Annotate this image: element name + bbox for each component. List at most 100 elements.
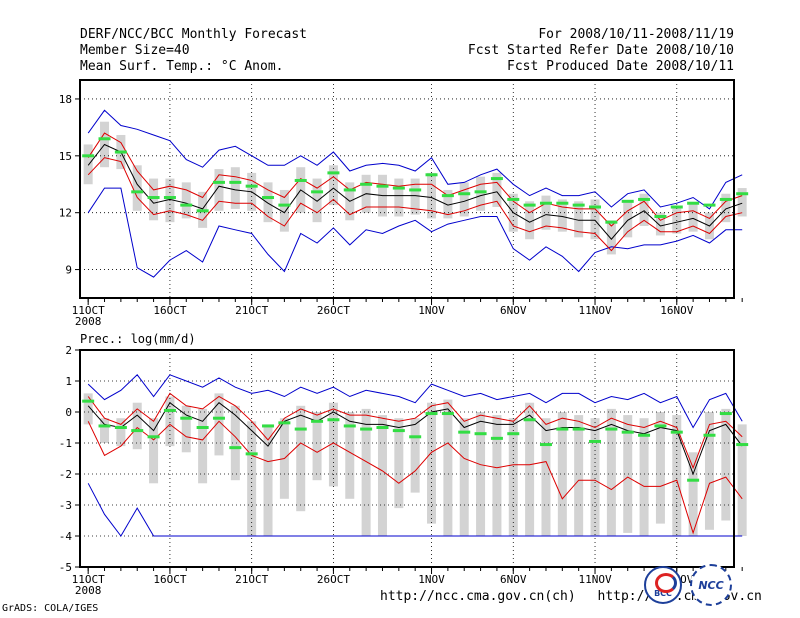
control-marker bbox=[114, 150, 127, 154]
ensemble-box bbox=[443, 399, 453, 536]
control-marker bbox=[311, 190, 324, 194]
control-marker bbox=[654, 214, 667, 218]
control-marker bbox=[719, 197, 732, 201]
ensemble-box bbox=[590, 199, 600, 240]
series-line-max bbox=[87, 109, 743, 210]
ensemble-box bbox=[557, 412, 567, 536]
ensemble-box bbox=[476, 176, 486, 211]
control-marker bbox=[409, 188, 422, 192]
control-marker bbox=[687, 201, 700, 205]
y-tick-label: -5 bbox=[59, 561, 72, 574]
x-tick-label: 26OCT bbox=[317, 304, 350, 317]
ensemble-box bbox=[165, 396, 175, 447]
ensemble-box bbox=[263, 424, 273, 536]
y-tick-label: 0 bbox=[65, 406, 72, 419]
produced-date: Fcst Produced Date 2008/10/11 bbox=[507, 59, 734, 74]
control-marker bbox=[703, 433, 716, 437]
control-marker bbox=[523, 418, 536, 422]
ensemble-box bbox=[492, 172, 502, 208]
ensemble-box bbox=[541, 418, 551, 536]
ensemble-box bbox=[132, 165, 142, 211]
control-marker bbox=[621, 430, 634, 434]
ensemble-box bbox=[639, 193, 649, 226]
control-marker bbox=[556, 201, 569, 205]
ensemble-box bbox=[557, 199, 567, 232]
control-marker bbox=[294, 178, 307, 182]
x-tick-sublabel: 2008 bbox=[75, 584, 102, 597]
ensemble-box bbox=[655, 412, 665, 524]
control-marker bbox=[474, 190, 487, 194]
x-tick-label: 16OCT bbox=[153, 573, 186, 586]
control-marker bbox=[425, 173, 438, 177]
ensemble-box bbox=[427, 402, 437, 524]
control-marker bbox=[392, 186, 405, 190]
ensemble-box bbox=[525, 402, 535, 536]
ensemble-box bbox=[623, 201, 633, 238]
ensemble-box bbox=[214, 393, 224, 456]
forecast-period: For 2008/10/11-2008/11/19 bbox=[538, 27, 734, 42]
control-marker bbox=[523, 203, 536, 207]
x-tick-label: 11NOV bbox=[578, 304, 611, 317]
ncc-url[interactable]: http://ncc.cma.gov.cn(ch) bbox=[380, 589, 576, 604]
ensemble-box bbox=[181, 405, 191, 453]
x-tick-label: 11OCT bbox=[72, 304, 105, 317]
y-tick-label: 12 bbox=[59, 207, 72, 220]
control-marker bbox=[556, 427, 569, 431]
control-marker bbox=[376, 184, 389, 188]
control-marker bbox=[98, 137, 111, 141]
control-marker bbox=[589, 205, 602, 209]
series-line-max bbox=[87, 374, 743, 429]
control-marker bbox=[441, 412, 454, 416]
series-line-min bbox=[87, 483, 743, 537]
ensemble-box bbox=[100, 418, 110, 443]
ensemble-box bbox=[410, 178, 420, 215]
control-marker bbox=[409, 435, 422, 439]
x-tick-label: 16OCT bbox=[153, 304, 186, 317]
control-marker bbox=[180, 203, 193, 207]
control-marker bbox=[98, 424, 111, 428]
ensemble-box bbox=[459, 182, 469, 217]
chart-panel-1 bbox=[75, 79, 749, 305]
ncc-logo-icon: NCC bbox=[690, 564, 732, 606]
series-line-mean bbox=[87, 143, 743, 240]
ensemble-box bbox=[328, 165, 338, 206]
header-right: For 2008/10/11-2008/11/19 Fcst Started R… bbox=[468, 27, 734, 75]
x-tick-label: 21OCT bbox=[235, 573, 268, 586]
series-line-upper bbox=[87, 392, 743, 470]
control-marker bbox=[82, 399, 95, 403]
x-tick-label: 6NOV bbox=[500, 573, 527, 586]
chart-panel-2 bbox=[75, 349, 749, 574]
grads-credit: GrADS: COLA/IGES bbox=[2, 603, 99, 614]
control-marker bbox=[605, 427, 618, 431]
ensemble-box bbox=[574, 201, 584, 238]
control-marker bbox=[212, 180, 225, 184]
ensemble-box bbox=[149, 418, 159, 484]
control-marker bbox=[670, 430, 683, 434]
control-marker bbox=[605, 220, 618, 224]
control-marker bbox=[539, 201, 552, 205]
x-tick-label: 16NOV bbox=[660, 304, 693, 317]
control-marker bbox=[262, 424, 275, 428]
ensemble-box bbox=[639, 418, 649, 536]
y-tick-label: -1 bbox=[59, 437, 72, 450]
ensemble-box bbox=[394, 418, 404, 509]
ensemble-box bbox=[345, 412, 355, 499]
control-marker bbox=[229, 446, 242, 450]
series-line-lower bbox=[87, 157, 743, 252]
ensemble-box bbox=[655, 212, 665, 236]
variable-label: Mean Surf. Temp.: °C Anom. bbox=[80, 59, 284, 74]
x-tick-label: 11NOV bbox=[578, 573, 611, 586]
control-marker bbox=[245, 452, 258, 456]
control-marker bbox=[638, 433, 651, 437]
control-marker bbox=[703, 203, 716, 207]
ensemble-box bbox=[394, 178, 404, 217]
ensemble-box bbox=[230, 405, 240, 481]
x-tick-label: 11OCT bbox=[72, 573, 105, 586]
ensemble-box bbox=[525, 201, 535, 240]
x-tick-label: 1NOV bbox=[418, 573, 445, 586]
ensemble-box bbox=[116, 418, 126, 447]
control-marker bbox=[163, 408, 176, 412]
ensemble-box bbox=[312, 412, 322, 481]
ensemble-box bbox=[492, 415, 502, 536]
ensemble-box bbox=[688, 452, 698, 536]
